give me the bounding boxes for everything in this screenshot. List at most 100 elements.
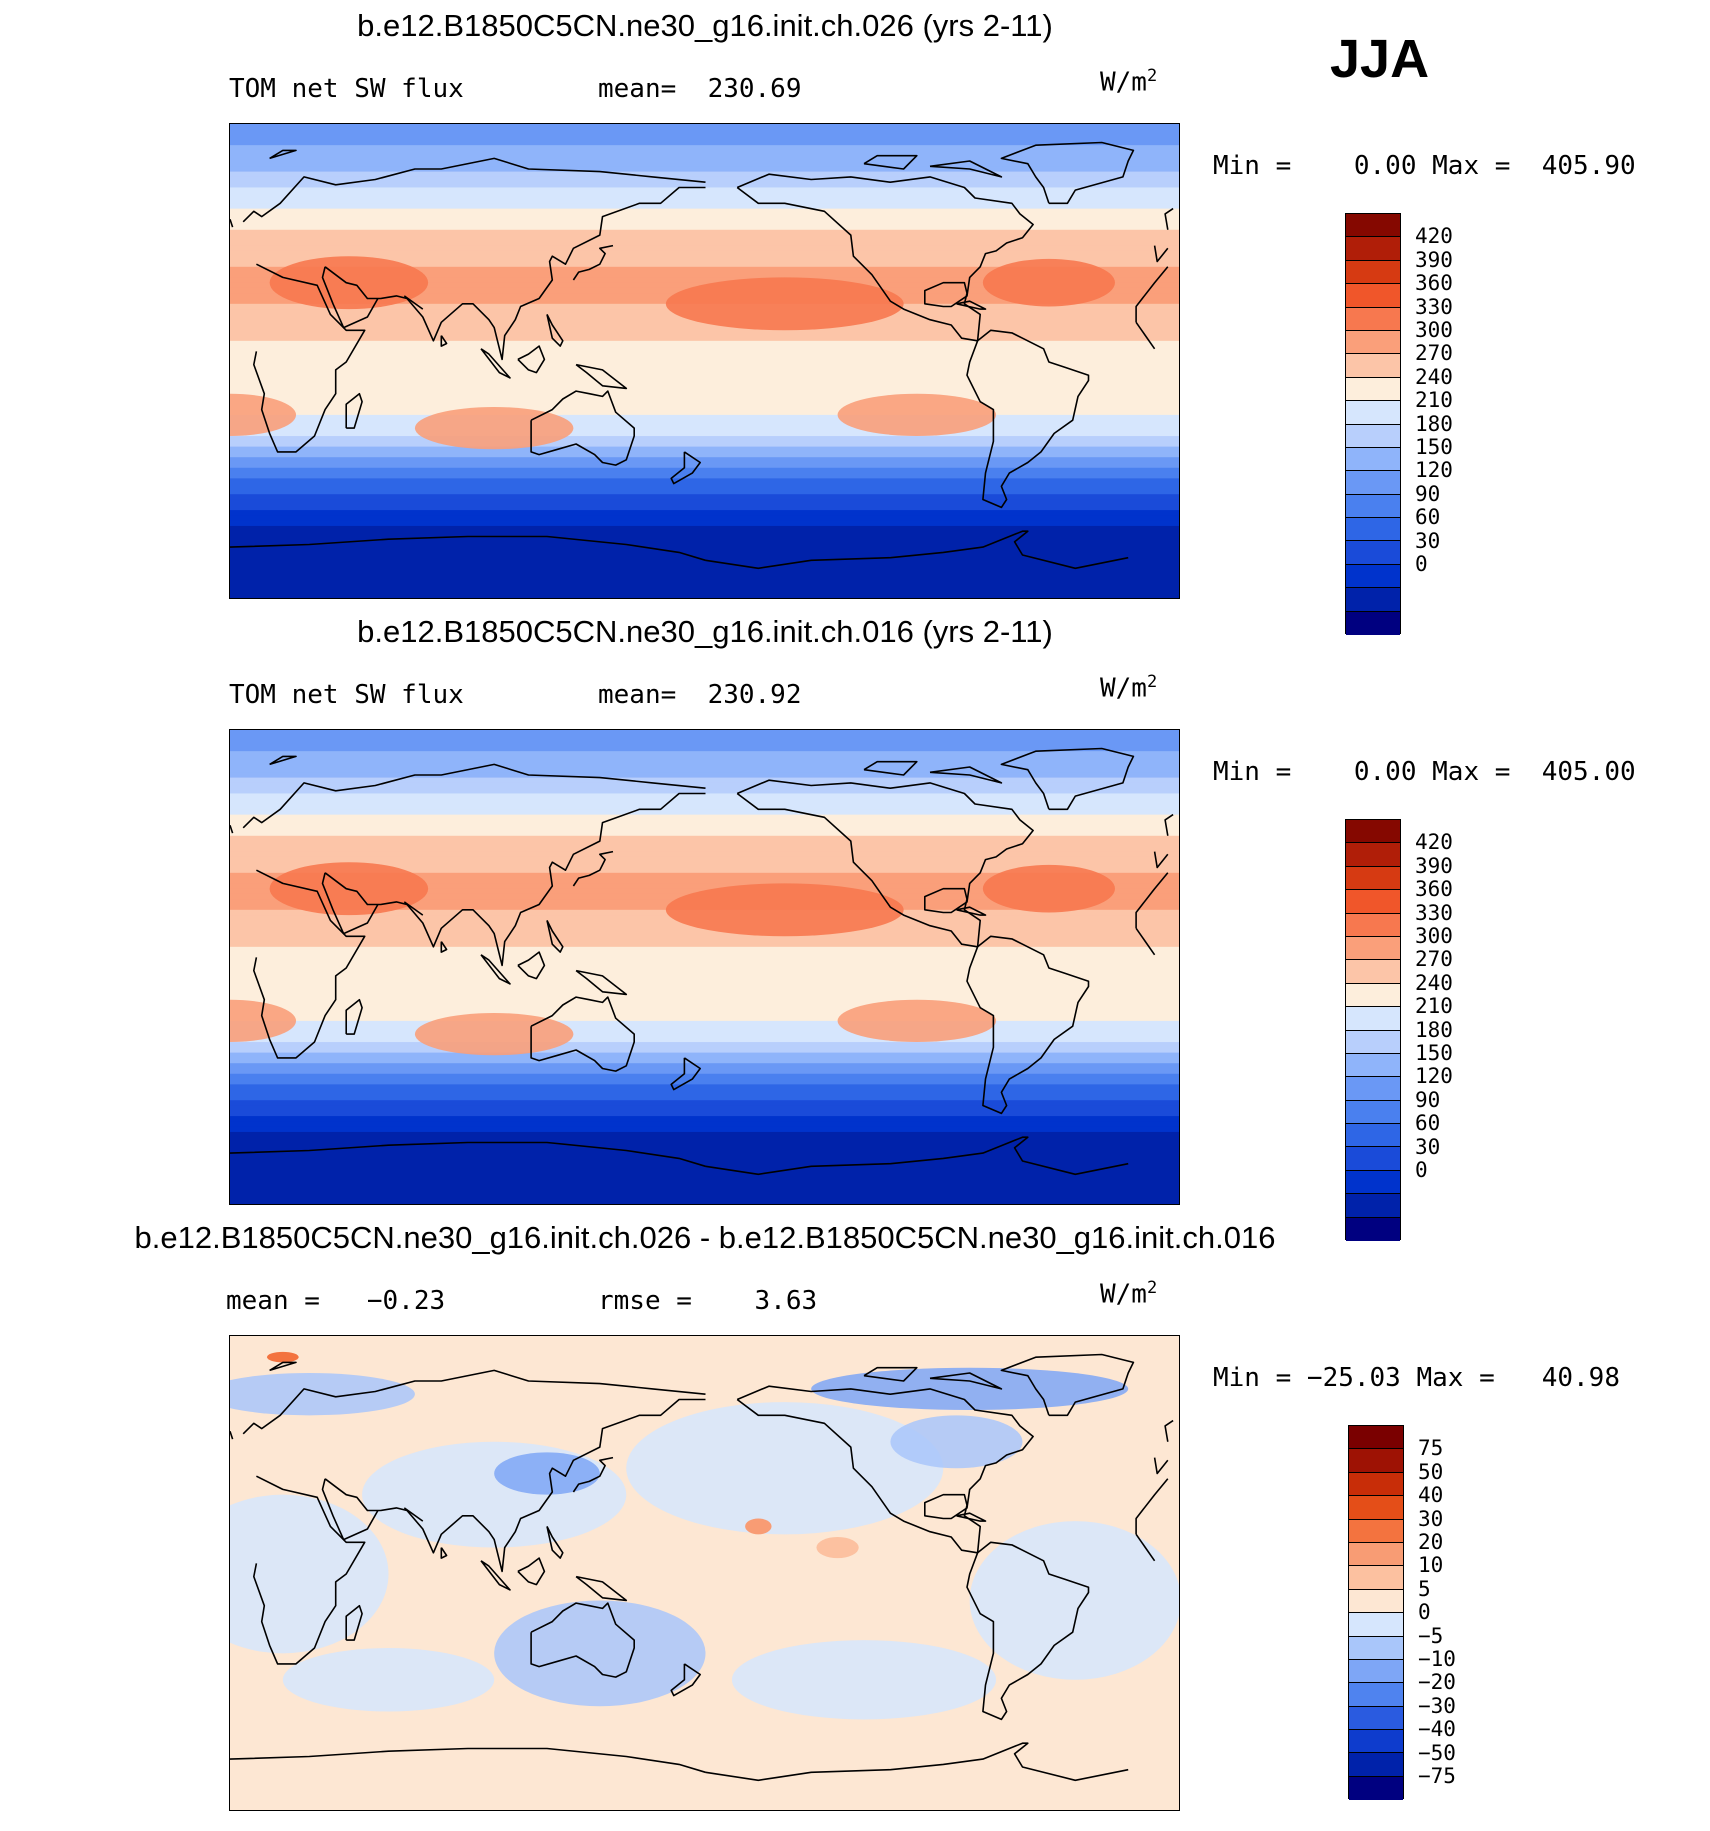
field-band (230, 1131, 1179, 1138)
colorbar-swatch (1346, 564, 1400, 589)
colorbar-swatch (1349, 1496, 1403, 1520)
field-band (230, 266, 1179, 273)
field-blob (816, 1536, 859, 1559)
field-band (230, 161, 1179, 167)
coastline (1000, 1353, 1135, 1417)
colorbar-tick-label: 210 (1415, 388, 1453, 413)
field-band (230, 404, 1179, 411)
field-band (230, 340, 1179, 347)
coastline (929, 160, 1003, 178)
field-band (230, 1020, 1179, 1027)
season-label: JJA (1330, 29, 1430, 89)
colorbar-swatch (1349, 1613, 1403, 1637)
field-band (230, 1174, 1179, 1181)
colorbar-swatch (1349, 1542, 1403, 1567)
field-blob (665, 277, 904, 331)
colorbar-tick-label: 270 (1415, 947, 1453, 972)
colorbar-swatch (1346, 1124, 1400, 1148)
coastline (242, 157, 1169, 263)
field-blob (982, 864, 1115, 913)
field-band (230, 1179, 1179, 1186)
colorbar-swatch (1346, 983, 1400, 1008)
colorbar-tick-label: 420 (1415, 830, 1453, 855)
field-band (230, 145, 1179, 152)
colorbar-tick-label: 60 (1415, 505, 1441, 530)
colorbar-swatch (1346, 494, 1400, 519)
field-band (230, 235, 1179, 241)
field-band (230, 589, 1179, 596)
field-band (230, 809, 1179, 816)
min-max-label: Min = 0.00 Max = 405.90 (1213, 151, 1636, 181)
field-band (230, 819, 1179, 826)
colorbar-tick-label: 0 (1418, 1600, 1431, 1625)
field-band (230, 1100, 1179, 1107)
field-band (230, 541, 1179, 548)
coastline (546, 920, 564, 953)
colorbar-swatch (1346, 354, 1400, 378)
colorbar-swatch (1346, 214, 1400, 238)
colorbar-tick-label: −10 (1418, 1647, 1456, 1671)
field-blob (837, 999, 997, 1043)
field-band (230, 883, 1179, 890)
colorbar-swatch (1349, 1566, 1403, 1590)
field-band (230, 1200, 1179, 1204)
coastline (269, 755, 297, 766)
colorbar-box (1345, 819, 1401, 1242)
field-blob (890, 1415, 1023, 1469)
field-band (230, 1079, 1179, 1085)
field-band (230, 1015, 1179, 1022)
field-band (230, 740, 1179, 747)
colorbar-tick-label: 210 (1415, 994, 1453, 1019)
colorbar-tick-label: 330 (1415, 900, 1453, 925)
field-blob (626, 1402, 944, 1535)
colorbar-tick-label: 330 (1415, 294, 1453, 319)
field-blob (811, 1367, 1129, 1411)
colorbar-swatch (1346, 588, 1400, 612)
field-band (230, 878, 1179, 884)
field-band (230, 446, 1179, 453)
colorbar-tick-label: 0 (1415, 552, 1428, 576)
colorbar-swatch (1346, 330, 1400, 355)
field-band (230, 515, 1179, 522)
field-band (230, 483, 1179, 490)
coastline (966, 935, 1090, 1115)
field-band (230, 166, 1179, 173)
field-band (230, 504, 1179, 511)
colorbar-box (1345, 213, 1401, 636)
field-band (230, 999, 1179, 1006)
field-band (230, 1047, 1179, 1054)
colorbar-tick-label: −5 (1418, 1623, 1444, 1648)
coastline (575, 969, 628, 996)
field-band (230, 203, 1179, 210)
field-band (230, 1026, 1179, 1033)
colorbar-swatch (1346, 1170, 1400, 1195)
field-blob (414, 406, 574, 450)
field-band (230, 1153, 1179, 1159)
panel-title: b.e12.B1850C5CN.ne30_g16.init.ch.026 - b… (134, 1220, 1276, 1255)
coastline (345, 1604, 363, 1641)
coastline (242, 763, 1169, 869)
map-plot (229, 729, 1180, 1205)
coastline (530, 1602, 635, 1678)
field-band (230, 324, 1179, 331)
coastline (572, 244, 614, 281)
colorbar-tick-label: −40 (1418, 1717, 1456, 1742)
colorbar-tick-label: 0 (1415, 1158, 1428, 1182)
units-label: W/m2 (1100, 66, 1158, 98)
colorbar-tick-label: 240 (1415, 364, 1453, 389)
colorbar-swatch (1346, 471, 1400, 495)
field-blob (266, 1351, 299, 1363)
field-blob (745, 1518, 772, 1535)
colorbar-swatch (1346, 237, 1400, 261)
field-blob (494, 1452, 600, 1495)
colorbar-swatch (1346, 1217, 1400, 1242)
field-band (230, 751, 1179, 758)
left-label: mean = −0.23 (226, 1286, 446, 1316)
field-band (230, 1063, 1179, 1070)
coastline (230, 1419, 1174, 1442)
field-band (230, 1147, 1179, 1154)
colorbar-swatch (1346, 424, 1400, 448)
field-band (230, 1142, 1179, 1149)
coastline (670, 1663, 701, 1697)
field-band (230, 436, 1179, 442)
